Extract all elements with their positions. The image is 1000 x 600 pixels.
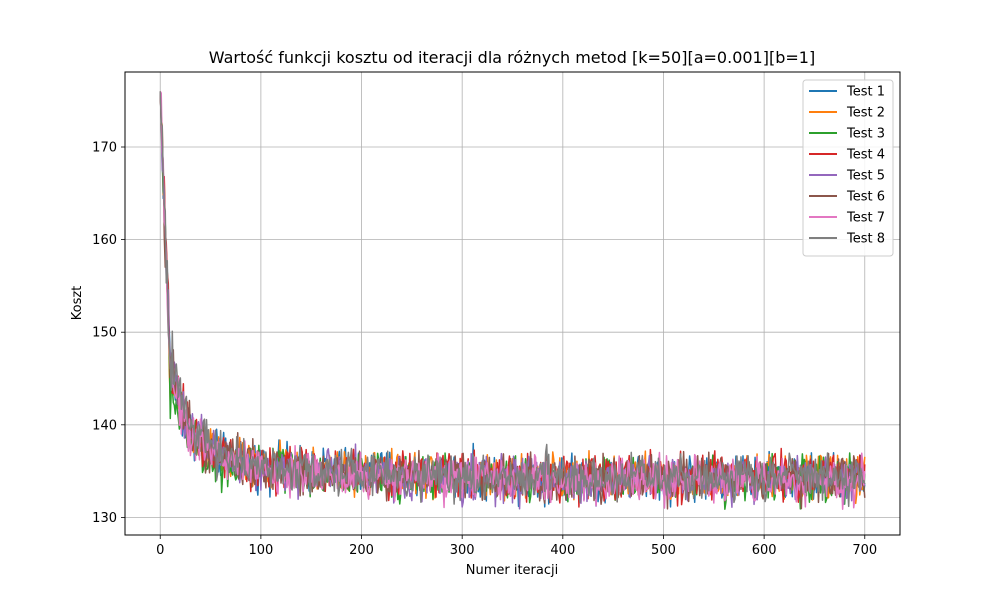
y-tick-label: 130: [92, 511, 117, 526]
x-tick-label: 200: [349, 543, 374, 558]
legend-box: [802, 79, 894, 257]
legend-label: Test 4: [846, 148, 885, 163]
legend-label: Test 3: [846, 127, 885, 142]
legend: Test 1 Test 2 Test 3 Test 4 Test 5 Test 6 Test…: [802, 79, 894, 257]
series-line-test-8: [159, 91, 866, 508]
x-tick-label: 700: [852, 543, 877, 558]
axis-ticks: 0 100 200 300 400 500 600 700 130 140 150 160 170: [92, 141, 877, 558]
legend-label: Test 5: [846, 169, 885, 184]
x-axis-title: Numer iteracji: [466, 563, 559, 578]
y-tick-label: 140: [92, 418, 117, 433]
chart-title: Wartość funkcji kosztu od iteracji dla r…: [209, 48, 815, 67]
series-group: [159, 91, 866, 510]
y-tick-label: 170: [92, 141, 117, 156]
plot-frame: [124, 71, 901, 536]
y-tick-label: 160: [92, 233, 117, 248]
x-tick-label: 100: [248, 543, 273, 558]
x-tick-label: 400: [550, 543, 575, 558]
y-tick-label: 150: [92, 326, 117, 341]
legend-label: Test 8: [846, 232, 885, 247]
x-tick-label: 600: [752, 543, 777, 558]
legend-label: Test 1: [846, 85, 885, 100]
legend-label: Test 7: [846, 211, 885, 226]
x-tick-label: 300: [450, 543, 475, 558]
legend-label: Test 2: [846, 106, 885, 121]
y-axis-title: Koszt: [70, 286, 85, 321]
x-tick-label: 500: [651, 543, 676, 558]
legend-label: Test 6: [846, 190, 885, 205]
x-tick-label: 0: [156, 543, 164, 558]
